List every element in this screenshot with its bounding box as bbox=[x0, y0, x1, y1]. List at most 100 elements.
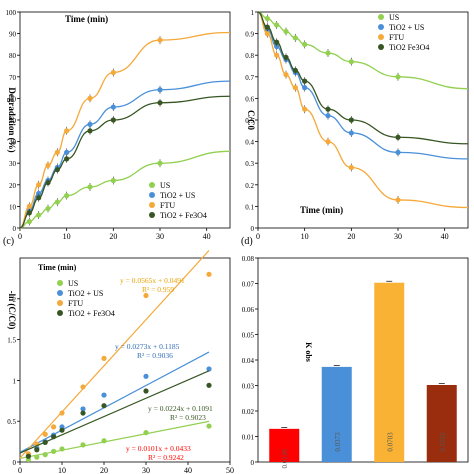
y-axis-title: -ln (C/C0) bbox=[7, 291, 17, 330]
x-tick-label: 30 bbox=[142, 466, 150, 474]
legend-label-tio2-fe3o4: TiO2 + Fe3O4 bbox=[160, 211, 207, 220]
fit-curve-tio2-fe3o4 bbox=[257, 11, 469, 145]
legend-marker-tio2-us bbox=[378, 24, 384, 30]
data-point-us bbox=[283, 28, 289, 35]
data-point-us bbox=[51, 448, 57, 454]
x-axis-title: Time (min) bbox=[65, 14, 108, 24]
y-tick-label: 0.5 bbox=[245, 117, 254, 125]
data-point-tio2-us bbox=[87, 121, 93, 127]
data-point-us bbox=[42, 452, 48, 458]
data-point-tio2-us bbox=[325, 113, 331, 119]
x-tick-label: 20 bbox=[100, 466, 108, 474]
plot-frame bbox=[19, 257, 231, 463]
data-point-us bbox=[36, 212, 42, 218]
y-tick-label: 70 bbox=[9, 74, 17, 82]
y-tick-label: 0.1 bbox=[245, 203, 254, 211]
data-point-ftu bbox=[157, 37, 163, 43]
data-point-tio2-fe3o4 bbox=[395, 134, 401, 140]
legend-marker-us bbox=[378, 14, 384, 20]
y-tick-label: 0.8 bbox=[245, 52, 254, 60]
data-point-us bbox=[157, 160, 163, 166]
data-point-tio2-fe3o4 bbox=[157, 100, 163, 106]
legend-label-us: US bbox=[389, 13, 399, 22]
data-point-ftu bbox=[45, 162, 51, 168]
legend-marker-us bbox=[57, 280, 63, 286]
x-tick-label: 10 bbox=[58, 466, 66, 474]
data-point-ftu bbox=[51, 424, 57, 430]
y-axis-title: K obs bbox=[304, 342, 313, 362]
y-tick-label: 2 bbox=[13, 296, 17, 304]
legend-label-tio2-us: TiO2 + US bbox=[160, 191, 195, 200]
data-point-ftu bbox=[64, 128, 70, 134]
data-point-ftu bbox=[348, 164, 354, 171]
y-tick-label: 0.02 bbox=[242, 408, 255, 416]
data-point-tio2-fe3o4 bbox=[325, 106, 331, 112]
x-tick-label: 0 bbox=[18, 466, 22, 474]
data-point-tio2-fe3o4 bbox=[34, 447, 40, 453]
x-tick-label: 30 bbox=[394, 232, 402, 241]
data-point-tio2-fe3o4 bbox=[143, 388, 149, 394]
y-tick-label: 0.01 bbox=[242, 434, 255, 442]
bar-value-label-tio2-fe3o4: 0.0302 bbox=[439, 432, 447, 452]
data-point-tio2-us bbox=[36, 190, 42, 197]
legend-marker-tio2-us bbox=[57, 290, 63, 296]
bar-value-label-us: 0.0130 bbox=[281, 449, 289, 469]
y-tick-label: 40 bbox=[9, 139, 17, 147]
data-point-tio2-us bbox=[274, 43, 280, 50]
data-point-tio2-fe3o4 bbox=[101, 403, 107, 409]
legend-label-tio2-fe3o4: TiO2 + Fe3O4 bbox=[68, 309, 115, 318]
data-point-tio2-fe3o4 bbox=[302, 78, 308, 84]
data-point-us bbox=[87, 184, 93, 190]
y-tick-label: 0.05 bbox=[242, 332, 255, 340]
panel-label-d: (d) bbox=[241, 236, 253, 247]
y-tick-label: 0.04 bbox=[242, 357, 255, 365]
y-tick-label: 0 bbox=[251, 225, 255, 233]
legend-label-tio2-us: TiO2 + US bbox=[389, 23, 424, 32]
data-point-tio2-us bbox=[110, 104, 116, 110]
data-point-us bbox=[264, 15, 270, 22]
x-tick-label: 0 bbox=[256, 232, 260, 241]
data-point-tio2-fe3o4 bbox=[264, 24, 270, 30]
bar-tio2-us bbox=[321, 366, 352, 462]
data-point-us bbox=[292, 35, 298, 41]
data-point-tio2-fe3o4 bbox=[64, 156, 70, 162]
x-tick-label: 40 bbox=[441, 232, 449, 241]
bar-ftu bbox=[374, 282, 405, 462]
data-point-us bbox=[26, 218, 32, 225]
equation-us: y = 0.0101x + 0.0433 bbox=[126, 444, 191, 453]
data-point-us bbox=[101, 438, 107, 444]
data-point-ftu bbox=[283, 72, 289, 78]
data-point-ftu bbox=[54, 149, 60, 155]
x-tick-label: 10 bbox=[63, 232, 71, 241]
data-point-ftu bbox=[206, 271, 212, 277]
data-point-tio2-fe3o4 bbox=[42, 439, 48, 446]
data-point-tio2-us bbox=[395, 149, 401, 155]
r-squared-tio2-fe3o4: R² = 0.9023 bbox=[170, 413, 206, 422]
x-tick-label: 50 bbox=[226, 466, 234, 474]
data-point-us bbox=[54, 199, 60, 205]
data-point-tio2-fe3o4 bbox=[292, 67, 298, 73]
y-tick-label: 0.6 bbox=[245, 95, 254, 103]
data-point-ftu bbox=[80, 384, 86, 390]
fit-curve-tio2-us bbox=[19, 80, 231, 229]
y-tick-label: 20 bbox=[9, 182, 17, 190]
y-tick-label: 0.9 bbox=[245, 31, 254, 39]
data-point-ftu bbox=[395, 197, 401, 203]
legend-label-us: US bbox=[68, 279, 78, 288]
data-point-us bbox=[348, 59, 354, 65]
y-tick-label: 0.08 bbox=[242, 255, 255, 263]
trend-line-ftu bbox=[19, 250, 210, 459]
legend-label-tio2-us: TiO2 + US bbox=[68, 289, 103, 298]
fit-curve-ftu bbox=[19, 31, 231, 229]
fit-curve-tio2-fe3o4 bbox=[19, 95, 231, 229]
y-axis-title: C/C0 bbox=[246, 110, 256, 130]
data-point-us bbox=[80, 442, 86, 448]
data-point-ftu bbox=[292, 85, 298, 91]
y-tick-label: 0.7 bbox=[245, 74, 254, 82]
y-tick-label: 0.3 bbox=[245, 160, 254, 168]
data-point-ftu bbox=[143, 292, 149, 299]
data-point-ftu bbox=[264, 30, 270, 37]
data-point-us bbox=[325, 50, 331, 56]
y-tick-label: 100 bbox=[6, 9, 17, 17]
